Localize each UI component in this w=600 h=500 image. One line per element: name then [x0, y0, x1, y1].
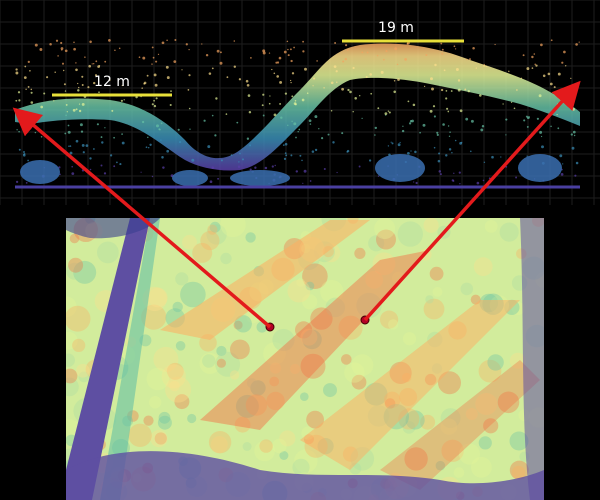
profile-panel: 12 m 19 m	[0, 0, 600, 210]
height-label-right: 19 m	[378, 20, 414, 36]
height-map	[56, 206, 551, 500]
height-label-left: 12 m	[94, 74, 130, 90]
